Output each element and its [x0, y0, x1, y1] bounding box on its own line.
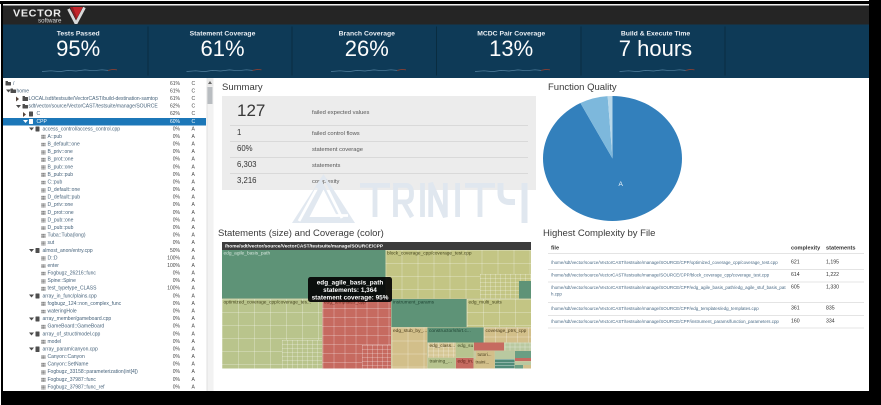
svg-text:A: A	[619, 181, 624, 188]
